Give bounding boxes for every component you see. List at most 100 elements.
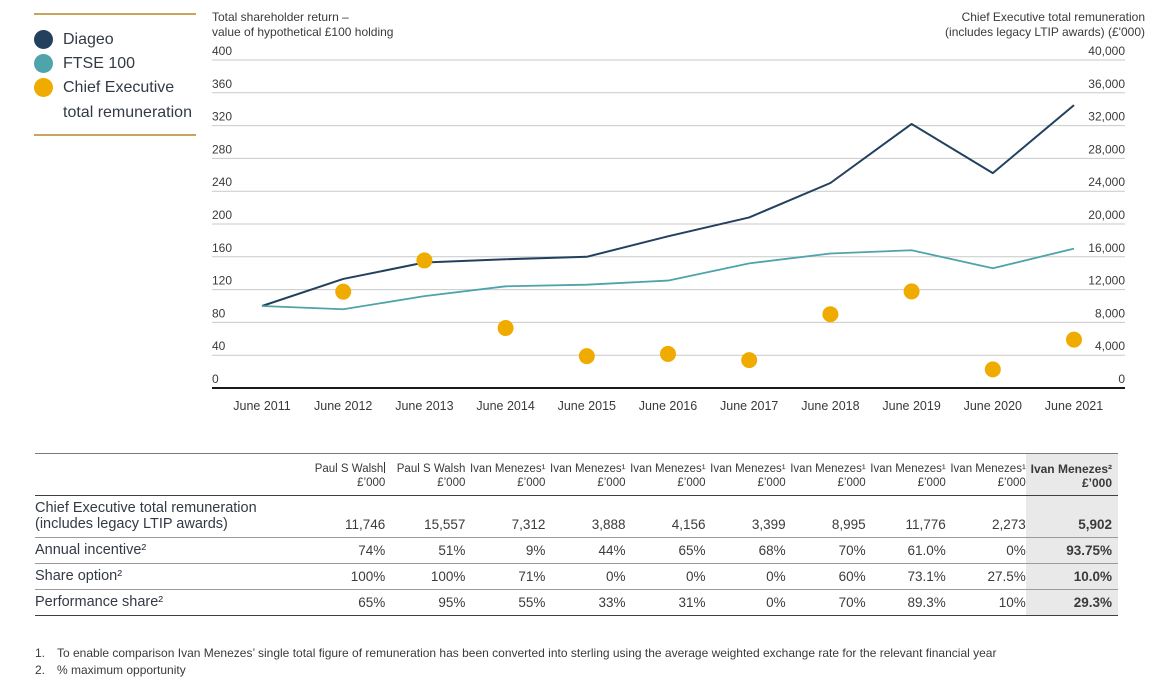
table-cell: 100% [385, 563, 466, 590]
table-cell: 89.3% [865, 589, 946, 616]
footnote-text: % maximum opportunity [57, 663, 186, 677]
series-line-diageo [261, 104, 1075, 307]
right-axis-tick: 8,000 [1095, 306, 1125, 320]
table-cell: 95% [385, 589, 466, 616]
x-axis-label: June 2020 [964, 399, 1022, 413]
table-cell: 3,888 [545, 495, 626, 538]
remuneration-table-wrap: Paul S Walsh £’000 Paul S Walsh £’000 Ivan M… [35, 453, 1118, 616]
footnote-2: 2. % maximum opportunity [35, 662, 996, 679]
remuneration-point [578, 348, 595, 365]
remuneration-point [660, 345, 676, 362]
left-axis-tick: 400 [212, 44, 232, 58]
table-cell: 55% [465, 589, 546, 616]
table-cell: 2,273 [945, 495, 1026, 538]
table-cell: 0% [705, 589, 786, 616]
right-axis-tick: 32,000 [1088, 110, 1125, 124]
footnotes: 1. To enable comparison Ivan Menezes’ si… [35, 645, 996, 679]
x-axis-label: June 2014 [476, 399, 534, 413]
table-cell: 29.3% [1025, 589, 1118, 616]
remuneration-dot-icon [34, 78, 53, 97]
column-header: Ivan Menezes¹ £’000 [865, 453, 946, 496]
table-cell: 7,312 [465, 495, 546, 538]
table-cell: 5,902 [1025, 495, 1118, 538]
column-header: Ivan Menezes¹ £’000 [625, 453, 706, 496]
table-cell: 3,399 [705, 495, 786, 538]
column-header: Ivan Menezes¹ £’000 [785, 453, 866, 496]
x-axis-label: June 2015 [558, 399, 616, 413]
table-cell: 11,746 [305, 495, 386, 538]
table-cell: 10.0% [1025, 563, 1118, 590]
x-axis-label: June 2018 [801, 399, 859, 413]
x-axis-label: June 2021 [1045, 399, 1103, 413]
x-axis-label: June 2019 [882, 399, 940, 413]
table-cell: 100% [305, 563, 386, 590]
row-label: Performance share² [35, 589, 306, 616]
right-axis-title: Chief Executive total remuneration (incl… [945, 10, 1145, 40]
legend-bottom-rule [34, 134, 196, 136]
right-axis-tick: 28,000 [1088, 142, 1125, 156]
remuneration-point [1066, 331, 1082, 348]
column-header: Ivan Menezes² £’000 [1025, 453, 1118, 496]
table-cell: 31% [625, 589, 706, 616]
right-axis-tick: 20,000 [1088, 208, 1125, 222]
x-axis-label: June 2012 [314, 399, 372, 413]
right-axis-tick: 4,000 [1095, 339, 1125, 353]
table-cell: 10% [945, 589, 1026, 616]
table-cell: 0% [625, 563, 706, 590]
right-axis-title-line1: Chief Executive total remuneration [961, 10, 1145, 24]
column-header: Ivan Menezes¹ £’000 [945, 453, 1026, 496]
table-cell: 0% [545, 563, 626, 590]
remuneration-point [416, 252, 433, 269]
chart-legend: Diageo FTSE 100 Chief Executive total re… [34, 0, 196, 136]
left-axis-tick: 0 [212, 372, 219, 386]
table-cell: 71% [465, 563, 546, 590]
table-cell: 15,557 [385, 495, 466, 538]
row-label: Chief Executive total remuneration (inclu… [35, 495, 306, 538]
column-header: Ivan Menezes¹ £’000 [465, 453, 546, 496]
table-row: Performance share² 65% 95% 55% 33% 31% 0% 70% 89… [35, 589, 1118, 616]
table-cell: 0% [945, 537, 1026, 564]
text-cursor [384, 462, 386, 473]
legend-item-remuneration: Chief Executive [34, 78, 196, 97]
left-axis-title-line1: Total shareholder return – [212, 10, 349, 24]
left-axis-tick: 160 [212, 241, 232, 255]
table-cell: 73.1% [865, 563, 946, 590]
remuneration-point [497, 320, 514, 337]
x-axis-label: June 2017 [720, 399, 778, 413]
table-row: Annual incentive² 74% 51% 9% 44% 65% 68% 70% 61.… [35, 537, 1118, 564]
table-cell: 4,156 [625, 495, 706, 538]
footnote-1: 1. To enable comparison Ivan Menezes’ si… [35, 645, 996, 662]
remuneration-point [984, 361, 1001, 378]
table-cell: 8,995 [785, 495, 866, 538]
table-cell: 65% [625, 537, 706, 564]
row-label: Annual incentive² [35, 537, 306, 564]
table-cell: 0% [705, 563, 786, 590]
table-corner-cell [35, 453, 306, 496]
remuneration-point [822, 306, 839, 323]
remuneration-point [335, 283, 352, 300]
legend-item-ftse: FTSE 100 [34, 54, 196, 73]
table-cell: 44% [545, 537, 626, 564]
table-cell: 65% [305, 589, 386, 616]
table-cell: 9% [465, 537, 546, 564]
legend-item-diageo: Diageo [34, 30, 196, 49]
right-axis-tick: 0 [1118, 372, 1125, 386]
left-axis-tick: 360 [212, 77, 232, 91]
left-axis-tick: 200 [212, 208, 232, 222]
left-axis-tick: 280 [212, 142, 232, 156]
table-row: Share option² 100% 100% 71% 0% 0% 0% 60% 73.1% 27… [35, 563, 1118, 590]
series-line-ftse-100 [261, 247, 1075, 311]
column-header: Paul S Walsh £’000 [305, 453, 386, 496]
table-cell: 68% [705, 537, 786, 564]
remuneration-point [741, 352, 758, 369]
column-header: Ivan Menezes¹ £’000 [705, 453, 786, 496]
left-axis-tick: 120 [212, 274, 232, 288]
legend-label-line2: total remuneration [63, 104, 192, 121]
footnote-number: 2. [35, 663, 46, 677]
legend-label: Chief Executive [63, 79, 175, 96]
legend-label: FTSE 100 [63, 55, 136, 72]
right-axis-tick: 12,000 [1088, 274, 1125, 288]
left-axis-tick: 40 [212, 339, 226, 353]
right-axis-tick: 36,000 [1088, 77, 1125, 91]
